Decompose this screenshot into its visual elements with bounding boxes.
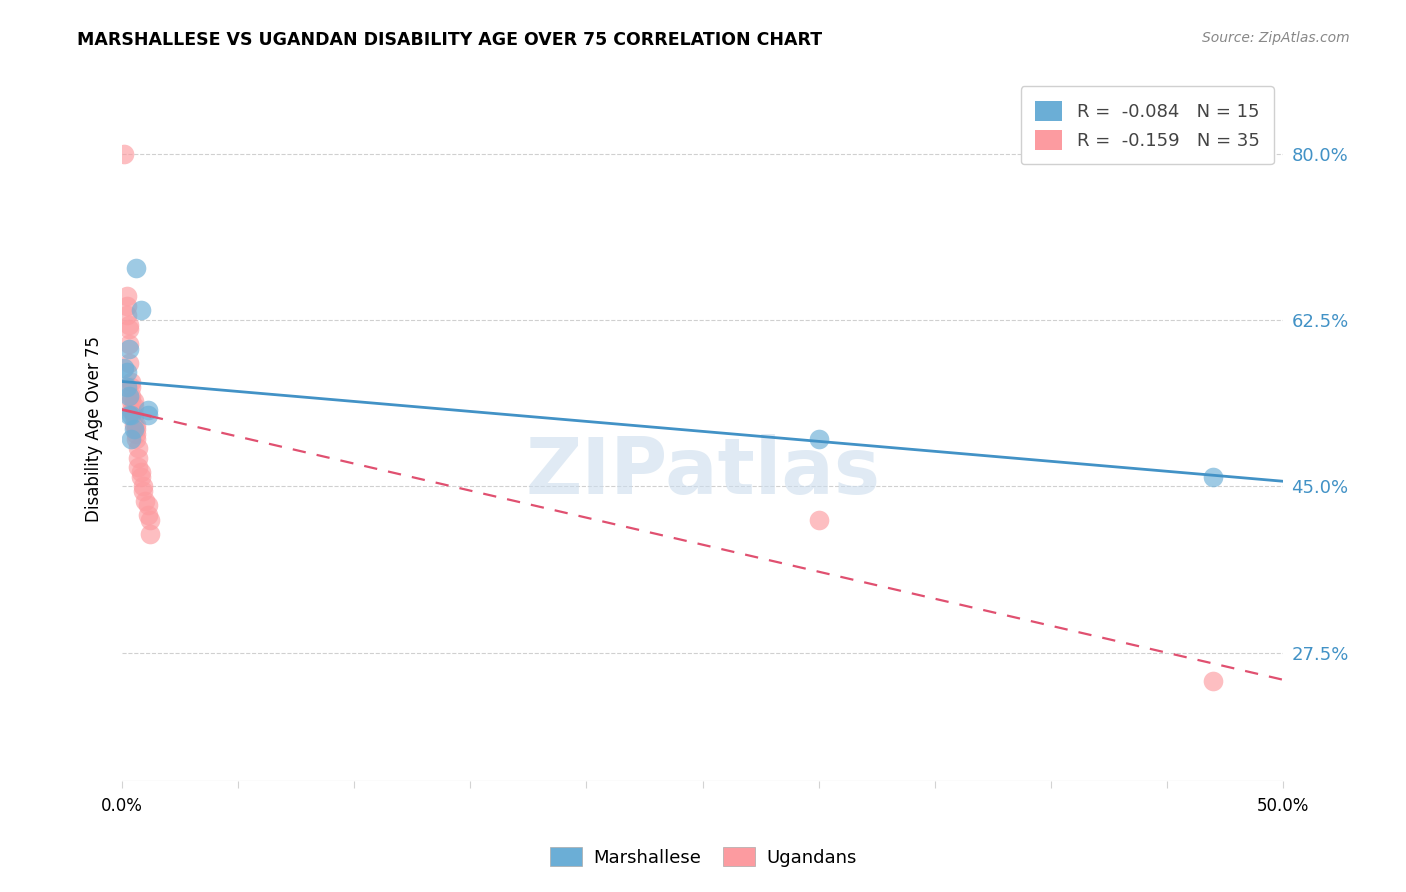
Point — [120, 403, 142, 417]
Point — [129, 465, 152, 479]
Point — [129, 303, 152, 318]
Legend: Marshallese, Ugandans: Marshallese, Ugandans — [543, 840, 863, 874]
Point — [122, 408, 145, 422]
Point — [120, 432, 142, 446]
Point — [115, 289, 138, 303]
Point — [127, 460, 149, 475]
Point — [115, 365, 138, 379]
Point — [120, 389, 142, 403]
Point — [129, 470, 152, 484]
Point — [118, 408, 141, 422]
Point — [112, 360, 135, 375]
Point — [118, 342, 141, 356]
Point — [132, 479, 155, 493]
Point — [807, 513, 830, 527]
Point — [125, 417, 148, 432]
Point — [118, 322, 141, 336]
Y-axis label: Disability Age Over 75: Disability Age Over 75 — [86, 336, 103, 523]
Point — [120, 375, 142, 389]
Point — [134, 493, 156, 508]
Point — [1202, 470, 1225, 484]
Point — [118, 318, 141, 332]
Point — [136, 403, 159, 417]
Point — [127, 442, 149, 456]
Point — [807, 432, 830, 446]
Point — [136, 499, 159, 513]
Point — [136, 408, 159, 422]
Point — [115, 379, 138, 393]
Point — [118, 356, 141, 370]
Point — [132, 484, 155, 499]
Point — [118, 389, 141, 403]
Point — [120, 393, 142, 408]
Point — [120, 408, 142, 422]
Point — [139, 513, 162, 527]
Point — [125, 422, 148, 436]
Point — [125, 260, 148, 275]
Point — [115, 299, 138, 313]
Point — [1202, 674, 1225, 689]
Point — [122, 399, 145, 413]
Point — [112, 146, 135, 161]
Point — [125, 432, 148, 446]
Point — [118, 336, 141, 351]
Point — [122, 393, 145, 408]
Point — [122, 417, 145, 432]
Text: MARSHALLESE VS UGANDAN DISABILITY AGE OVER 75 CORRELATION CHART: MARSHALLESE VS UGANDAN DISABILITY AGE OV… — [77, 31, 823, 49]
Legend: R =  -0.084   N = 15, R =  -0.159   N = 35: R = -0.084 N = 15, R = -0.159 N = 35 — [1021, 87, 1274, 164]
Text: ZIPatlas: ZIPatlas — [524, 434, 880, 509]
Point — [125, 427, 148, 442]
Point — [127, 450, 149, 465]
Point — [139, 527, 162, 541]
Point — [120, 379, 142, 393]
Point — [115, 308, 138, 322]
Text: Source: ZipAtlas.com: Source: ZipAtlas.com — [1202, 31, 1350, 45]
Point — [122, 422, 145, 436]
Point — [136, 508, 159, 522]
